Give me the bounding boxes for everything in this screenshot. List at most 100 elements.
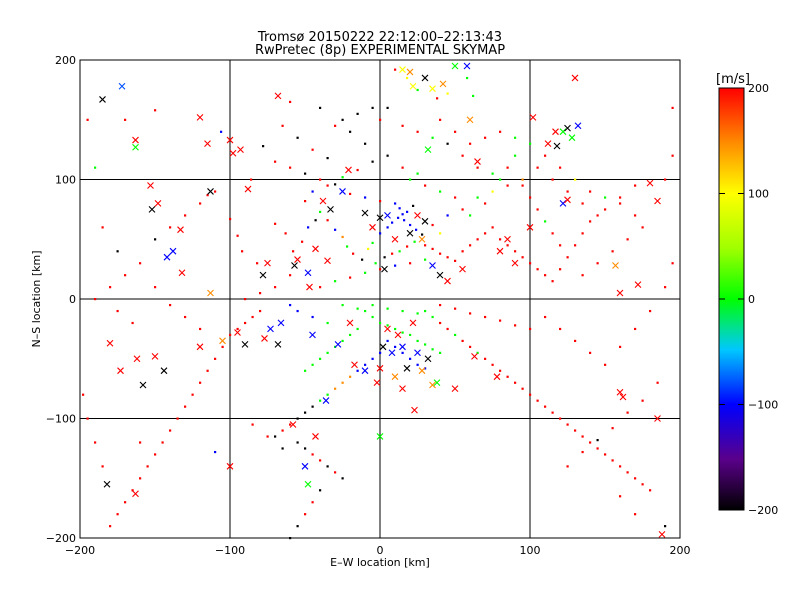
colorbar-unit-label: [m/s] [716, 72, 750, 87]
data-point [484, 232, 487, 235]
data-point [544, 315, 547, 319]
data-cross [406, 229, 414, 237]
data-point [604, 453, 607, 456]
data-cross [544, 140, 552, 148]
data-point [581, 435, 584, 438]
data-cross [411, 406, 418, 414]
data-point [536, 399, 539, 402]
data-cross [654, 197, 661, 205]
data-point [289, 303, 292, 307]
data-cross [409, 319, 417, 327]
data-cross [160, 367, 168, 375]
data-point [412, 204, 415, 207]
data-point [379, 118, 382, 121]
data-cross [118, 82, 126, 90]
data-point [424, 258, 427, 261]
colorbar-tick-label: 200 [748, 82, 769, 95]
data-cross [429, 85, 436, 93]
data-cross [504, 235, 511, 243]
data-point [626, 411, 629, 414]
data-point [319, 210, 322, 213]
data-point [484, 136, 487, 139]
data-point [544, 405, 547, 408]
data-point [415, 228, 418, 231]
data-cross [151, 352, 159, 360]
data-point [176, 417, 179, 420]
data-cross [564, 124, 571, 132]
data-point [116, 250, 119, 253]
y-tick-label: 200 [55, 54, 76, 67]
data-cross [147, 182, 154, 189]
data-cross [264, 259, 271, 267]
data-point [391, 252, 394, 255]
data-cross [444, 277, 451, 285]
data-point [424, 343, 427, 346]
data-point [289, 166, 292, 169]
data-point [262, 145, 265, 148]
data-point [284, 232, 287, 235]
data-cross [421, 217, 429, 225]
data-point [356, 112, 359, 115]
data-point [466, 76, 469, 80]
data-cross [309, 331, 316, 339]
data-point [649, 309, 652, 313]
data-cross [177, 226, 184, 234]
data-point [581, 274, 584, 277]
data-point [446, 142, 449, 145]
data-cross [106, 339, 114, 347]
data-cross [474, 158, 481, 165]
data-point [341, 477, 344, 480]
data-point [446, 327, 449, 331]
data-cross [369, 223, 376, 231]
data-point [296, 525, 299, 528]
data-point [566, 423, 569, 426]
data-point [334, 228, 337, 231]
data-cross [564, 196, 571, 204]
data-cross [381, 265, 388, 273]
data-point [214, 450, 217, 454]
data-point [469, 214, 472, 217]
data-point [256, 262, 259, 265]
data-point [596, 214, 599, 217]
data-point [551, 411, 554, 414]
data-point [221, 345, 224, 348]
data-point [241, 250, 244, 253]
data-point [341, 339, 344, 343]
data-point [476, 196, 479, 199]
data-point [154, 453, 157, 456]
data-point [416, 172, 419, 175]
chart-subtitle: RwPretec (8p) EXPERIMENTAL SKYMAP [255, 43, 505, 58]
data-point [529, 196, 532, 199]
data-point [529, 393, 532, 396]
data-cross [196, 113, 204, 121]
data-cross [376, 214, 384, 222]
data-point [619, 495, 622, 498]
data-point [401, 166, 404, 169]
colorbar-ticks: 200 100 0 −100 −200 [719, 82, 778, 517]
data-point [424, 367, 427, 370]
data-point [229, 333, 232, 337]
data-cross [616, 388, 624, 396]
data-cross [169, 247, 177, 255]
data-point [341, 235, 344, 239]
data-point [581, 202, 584, 205]
data-point [596, 262, 599, 265]
data-point [671, 154, 674, 157]
data-point [394, 264, 397, 267]
data-point [311, 453, 314, 456]
data-point [589, 220, 592, 223]
data-point [484, 315, 487, 319]
data-point [559, 417, 562, 420]
data-point [454, 307, 457, 310]
data-point [356, 168, 359, 172]
data-cross [237, 146, 244, 154]
data-point [544, 220, 547, 223]
data-cross [154, 200, 162, 207]
data-point [154, 286, 157, 289]
data-cross [511, 259, 519, 267]
data-cross [391, 235, 399, 243]
data-point [250, 178, 253, 181]
data-cross [646, 179, 654, 187]
data-point [416, 312, 419, 315]
data-cross [559, 128, 567, 136]
